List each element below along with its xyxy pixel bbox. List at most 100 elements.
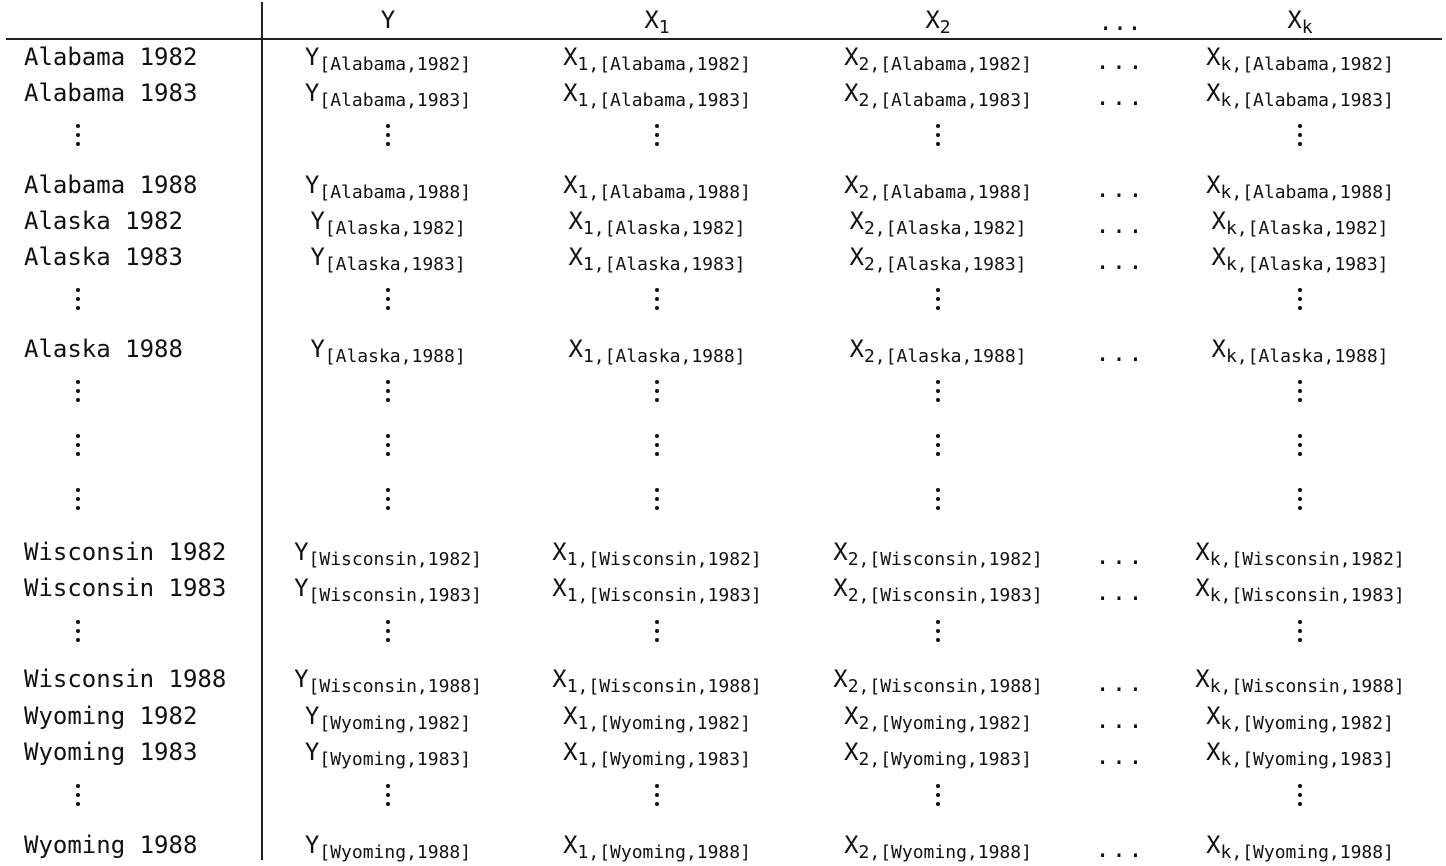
cell-variable: X bbox=[568, 335, 583, 363]
cell-variable: X bbox=[563, 831, 578, 859]
table-cell: Xk,[Alaska,1982] bbox=[1211, 204, 1388, 240]
cell-variable: Y bbox=[304, 702, 320, 730]
row-label: Wisconsin 1988 bbox=[24, 665, 227, 693]
cell-subscript: 1,[Wisconsin,1988] bbox=[566, 676, 762, 697]
table-cell: X1,[Alabama,1983] bbox=[563, 76, 751, 112]
table-cell: X2,[Wyoming,1982] bbox=[844, 699, 1032, 735]
column-header-base: X bbox=[925, 6, 940, 34]
cell-vdots bbox=[936, 376, 940, 410]
cell-ellipsis: ... bbox=[1095, 742, 1145, 770]
cell-subscript: 2,[Wisconsin,1982] bbox=[847, 549, 1043, 570]
cell-vdots bbox=[655, 616, 659, 650]
cell-subscript: 1,[Alabama,1988] bbox=[577, 182, 751, 203]
table-cell: Y[Wyoming,1983] bbox=[305, 735, 471, 771]
table-cell: X2,[Wyoming,1983] bbox=[844, 735, 1032, 771]
table-cell: Xk,[Wisconsin,1982] bbox=[1195, 535, 1405, 571]
cell-variable: X bbox=[563, 79, 578, 107]
cell-variable: X bbox=[1206, 831, 1221, 859]
cell-ellipsis: ... bbox=[1095, 47, 1145, 75]
cell-subscript: [Alaska,1982] bbox=[324, 218, 466, 239]
cell-subscript: 2,[Wyoming,1982] bbox=[858, 713, 1032, 734]
cell-variable: Y bbox=[304, 171, 320, 199]
cell-variable: X bbox=[849, 207, 864, 235]
cell-vdots bbox=[936, 616, 940, 650]
cell-subscript: 2,[Alabama,1982] bbox=[858, 54, 1032, 75]
column-header-x2: X2 bbox=[925, 4, 951, 38]
cell-variable: Y bbox=[304, 831, 320, 859]
cell-variable: X bbox=[1211, 207, 1226, 235]
cell-variable: Y bbox=[310, 335, 325, 363]
table-cell: X1,[Wyoming,1982] bbox=[563, 699, 751, 735]
table-cell: X1,[Wyoming,1988] bbox=[563, 828, 751, 864]
cell-variable: X bbox=[833, 574, 848, 602]
cell-variable: X bbox=[552, 665, 567, 693]
cell-ellipsis: ... bbox=[1095, 83, 1145, 111]
table-cell: X1,[Alabama,1988] bbox=[563, 168, 751, 204]
cell-vdots bbox=[386, 284, 390, 318]
cell-ellipsis: ... bbox=[1095, 175, 1145, 203]
column-header-base: Y bbox=[380, 6, 396, 34]
column-header-base: X bbox=[1287, 6, 1302, 34]
table-cell: Xk,[Alaska,1983] bbox=[1211, 240, 1388, 276]
cell-ellipsis: ... bbox=[1095, 835, 1145, 863]
table-cell: X1,[Wisconsin,1982] bbox=[552, 535, 762, 571]
cell-subscript: 2,[Wisconsin,1983] bbox=[847, 585, 1043, 606]
cell-variable: X bbox=[833, 538, 848, 566]
table-cell: X1,[Alabama,1982] bbox=[563, 40, 751, 76]
cell-variable: Y bbox=[294, 665, 309, 693]
column-header-subscript: 2 bbox=[939, 17, 951, 38]
cell-variable: Y bbox=[294, 574, 309, 602]
cell-subscript: 1,[Alaska,1988] bbox=[582, 346, 746, 367]
cell-ellipsis: ... bbox=[1095, 247, 1145, 275]
cell-subscript: 1,[Alabama,1983] bbox=[577, 90, 751, 111]
cell-variable: X bbox=[568, 207, 583, 235]
cell-variable: X bbox=[1211, 335, 1226, 363]
cell-subscript: [Wisconsin,1982] bbox=[308, 549, 482, 570]
table-cell: X1,[Wyoming,1983] bbox=[563, 735, 751, 771]
cell-variable: X bbox=[844, 702, 859, 730]
cell-subscript: k,[Alaska,1988] bbox=[1225, 346, 1389, 367]
cell-subscript: 1,[Alaska,1983] bbox=[582, 254, 746, 275]
cell-variable: X bbox=[552, 538, 567, 566]
table-cell: Xk,[Wyoming,1983] bbox=[1206, 735, 1394, 771]
cell-vdots bbox=[936, 120, 940, 154]
cell-subscript: [Alaska,1983] bbox=[324, 254, 466, 275]
row-label: Wisconsin 1983 bbox=[24, 574, 227, 602]
row-label: Alabama 1983 bbox=[24, 79, 198, 107]
row-label: Alabama 1982 bbox=[24, 43, 198, 71]
table-cell: Y[Wyoming,1982] bbox=[305, 699, 471, 735]
cell-subscript: [Wisconsin,1983] bbox=[308, 585, 482, 606]
cell-vdots bbox=[655, 376, 659, 410]
table-cell: X2,[Wisconsin,1983] bbox=[833, 571, 1043, 607]
table-cell: X2,[Alaska,1988] bbox=[849, 332, 1026, 368]
cell-vdots bbox=[386, 484, 390, 518]
cell-vdots bbox=[655, 120, 659, 154]
cell-variable: X bbox=[1211, 243, 1226, 271]
column-header-subscript: k bbox=[1301, 17, 1313, 38]
header-rule bbox=[6, 38, 1442, 40]
column-header-x1: X1 bbox=[644, 4, 669, 37]
row-label-divider bbox=[261, 2, 263, 860]
table-cell: Xk,[Alabama,1982] bbox=[1206, 40, 1394, 76]
column-header-ellipsis: ... bbox=[1098, 8, 1142, 36]
cell-subscript: [Wyoming,1988] bbox=[319, 842, 472, 863]
row-label: Alaska 1982 bbox=[24, 207, 183, 235]
cell-subscript: k,[Wisconsin,1988] bbox=[1209, 676, 1405, 697]
table-cell: Xk,[Wisconsin,1983] bbox=[1195, 571, 1405, 607]
cell-vdots bbox=[1298, 484, 1302, 518]
cell-subscript: 2,[Alaska,1983] bbox=[863, 254, 1027, 275]
cell-subscript: 2,[Alaska,1982] bbox=[863, 218, 1027, 239]
table-cell: X1,[Wisconsin,1983] bbox=[552, 571, 762, 607]
cell-subscript: k,[Wisconsin,1983] bbox=[1209, 585, 1405, 606]
table-cell: Y[Wisconsin,1982] bbox=[294, 535, 482, 571]
row-label-vdots bbox=[76, 430, 80, 464]
table-cell: Y[Alaska,1988] bbox=[310, 332, 465, 368]
cell-ellipsis: ... bbox=[1095, 669, 1145, 697]
cell-variable: X bbox=[849, 243, 864, 271]
cell-vdots bbox=[386, 616, 390, 650]
row-label-vdots bbox=[76, 284, 80, 318]
table-cell: Y[Wyoming,1988] bbox=[305, 828, 471, 864]
cell-subscript: 1,[Wyoming,1983] bbox=[577, 749, 751, 770]
cell-variable: Y bbox=[310, 243, 325, 271]
row-label: Wyoming 1982 bbox=[24, 702, 198, 730]
